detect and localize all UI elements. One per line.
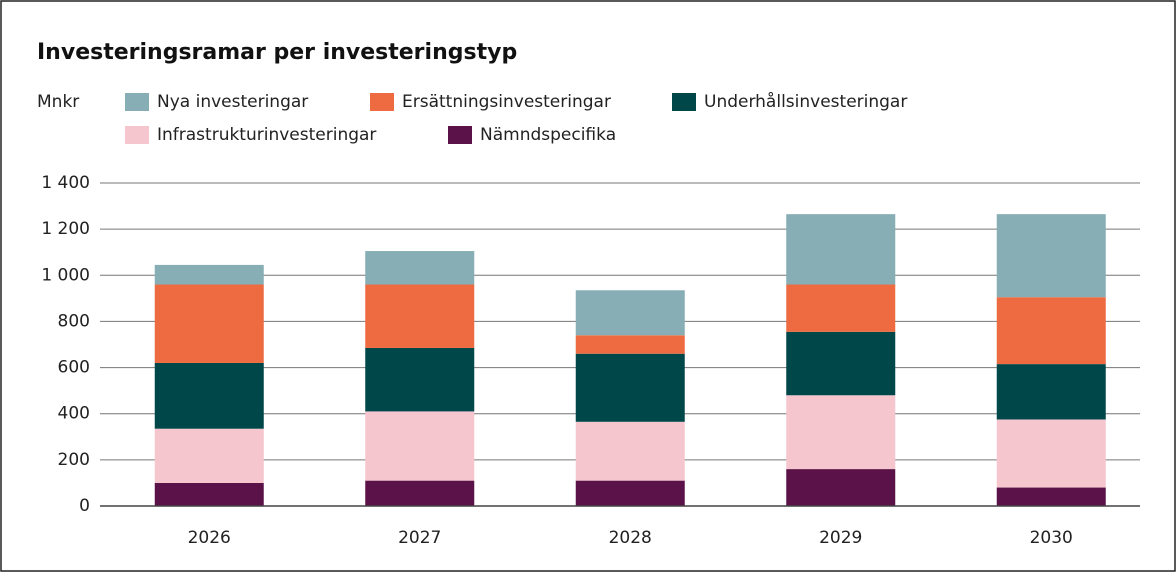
y-tick-label: 1 000	[41, 265, 90, 285]
bar-segment	[996, 214, 1106, 298]
bar-segment	[575, 335, 685, 354]
legend-label: Nämndspecifika	[480, 125, 616, 145]
bar-segment	[154, 482, 264, 506]
bar-segment	[154, 284, 264, 363]
bar-segment	[575, 421, 685, 481]
y-tick-label: 1 400	[41, 173, 90, 193]
bar-segment	[786, 469, 896, 506]
bar-segment	[996, 297, 1106, 365]
bar-segment	[575, 480, 685, 506]
bar-segment	[154, 428, 264, 483]
bar-segment	[365, 284, 475, 348]
bar-segment	[365, 347, 475, 412]
bar-segment	[575, 353, 685, 422]
y-axis-label: Mnkr	[37, 92, 79, 112]
legend-label: Ersättningsinvesteringar	[402, 92, 611, 112]
bar-segment	[786, 395, 896, 470]
x-tick-label: 2026	[188, 528, 231, 548]
legend-swatch	[125, 126, 149, 144]
y-tick-label: 1 200	[41, 219, 90, 239]
legend-label: Infrastrukturinvesteringar	[157, 125, 376, 145]
legend-label: Nya investeringar	[157, 92, 308, 112]
bar-segment	[786, 214, 896, 285]
legend-swatch	[448, 126, 472, 144]
y-tick-label: 0	[79, 496, 90, 516]
x-tick-label: 2030	[1030, 528, 1073, 548]
x-tick-label: 2027	[398, 528, 441, 548]
bar-segment	[365, 251, 475, 285]
y-tick-label: 400	[58, 404, 90, 424]
bar-segment	[154, 362, 264, 429]
bar-segment	[365, 480, 475, 506]
y-tick-label: 200	[58, 450, 90, 470]
y-tick-label: 800	[58, 311, 90, 331]
bar-segment	[786, 331, 896, 396]
legend-swatch	[125, 93, 149, 111]
bar-segment	[365, 411, 475, 481]
bar-segment	[786, 284, 896, 332]
bar-segment	[996, 487, 1106, 506]
x-tick-label: 2028	[609, 528, 652, 548]
bar-segment	[996, 419, 1106, 488]
chart-title: Investeringsramar per investeringstyp	[37, 40, 517, 65]
legend-swatch	[672, 93, 696, 111]
bar-segment	[996, 364, 1106, 420]
y-tick-label: 600	[58, 358, 90, 378]
legend-label: Underhållsinvesteringar	[704, 91, 907, 112]
x-tick-label: 2029	[819, 528, 862, 548]
legend-swatch	[370, 93, 394, 111]
bar-segment	[575, 290, 685, 336]
bar-segment	[154, 264, 264, 285]
